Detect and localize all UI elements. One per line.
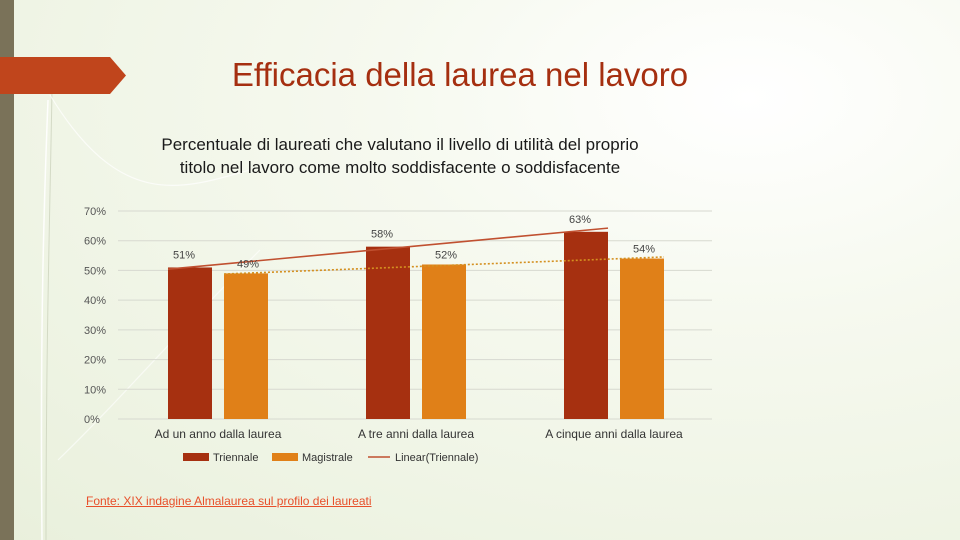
x-category-label: A cinque anni dalla laurea [545, 427, 683, 441]
chart-title: Percentuale di laureati che valutano il … [161, 135, 639, 177]
data-labels: 51% 49% 58% 52% 63% 54% [173, 214, 655, 271]
legend-label: Linear(Triennale) [395, 452, 478, 464]
magistrale-bar [224, 273, 268, 419]
legend-label: Magistrale [302, 452, 353, 464]
y-tick-label: 10% [84, 384, 106, 396]
legend-swatch [183, 453, 209, 461]
source-link[interactable]: Fonte: XIX indagine Almalaurea sul profi… [86, 494, 372, 508]
gridlines [118, 210, 712, 420]
y-tick-label: 50% [84, 265, 106, 277]
y-tick-label: 0% [84, 414, 100, 426]
x-category-label: Ad un anno dalla laurea [155, 427, 282, 441]
title-tab-shape [0, 57, 126, 94]
trendlines [167, 227, 665, 275]
x-axis-categories: Ad un anno dalla laurea A tre anni dalla … [155, 427, 683, 441]
y-tick-label: 20% [84, 355, 106, 367]
legend: Triennale Magistrale Linear(Triennale) [183, 452, 478, 464]
magistrale-bar [422, 264, 466, 419]
x-category-label: A tre anni dalla laurea [358, 427, 474, 441]
y-tick-label: 40% [84, 295, 106, 307]
y-tick-label: 60% [84, 236, 106, 248]
triennale-bar [564, 231, 608, 419]
y-tick-label: 30% [84, 325, 106, 337]
data-label: 54% [633, 244, 655, 256]
y-tick-label: 70% [84, 206, 106, 218]
data-label: 58% [371, 229, 393, 241]
triennale-bar [366, 246, 410, 419]
data-label: 63% [569, 214, 591, 226]
data-label: 51% [173, 249, 195, 261]
legend-swatch [272, 453, 298, 461]
bars [168, 231, 664, 419]
triennale-bar [168, 267, 212, 419]
triennale-trendline [167, 227, 609, 270]
data-label: 52% [435, 249, 457, 261]
left-accent-bar [0, 0, 14, 540]
slide-title: Efficacia della laurea nel lavoro [231, 56, 689, 93]
y-axis-ticks: 0% 10% 20% 30% 40% 50% 60% 70% [84, 206, 106, 426]
data-label: 49% [237, 258, 259, 270]
legend-label: Triennale [213, 452, 258, 464]
magistrale-bar [620, 258, 664, 419]
magistrale-trendline [223, 256, 665, 275]
